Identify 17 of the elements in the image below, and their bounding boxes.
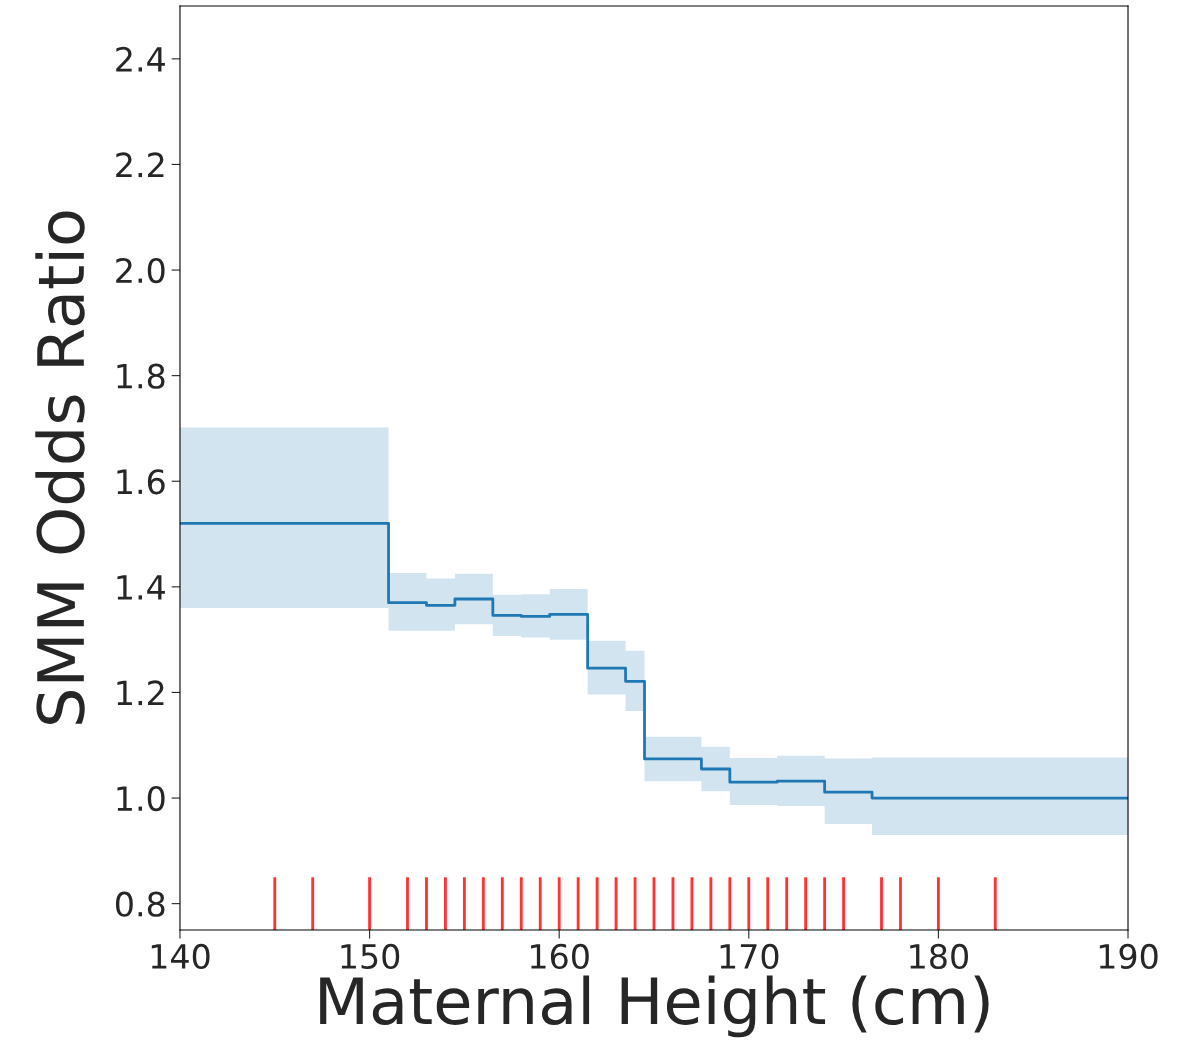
x-tick-label: 180 <box>910 943 968 970</box>
x-tick-label: 150 <box>341 943 400 970</box>
y-tick-label: 1.0 <box>117 785 165 812</box>
y-tick-label: 0.8 <box>115 891 165 917</box>
x-tick-label: 190 <box>1099 943 1158 970</box>
y-tick-label: 1.4 <box>117 575 165 600</box>
x-tick-label: 160 <box>531 943 589 970</box>
x-tick-label: 170 <box>720 943 779 970</box>
x-tick-label: 140 <box>151 943 210 970</box>
y-tick-label: 1.2 <box>117 680 164 706</box>
y-tick-label: 2.4 <box>116 46 165 72</box>
y-axis-title: SMM Odds Ratio <box>35 211 85 724</box>
x-axis-title: Maternal Height (cm) <box>320 975 989 1038</box>
y-tick-label: 1.8 <box>117 363 165 389</box>
y-tick-label: 2.0 <box>116 257 165 284</box>
y-tick-label: 2.2 <box>116 152 164 178</box>
y-tick-label: 1.6 <box>117 469 165 495</box>
